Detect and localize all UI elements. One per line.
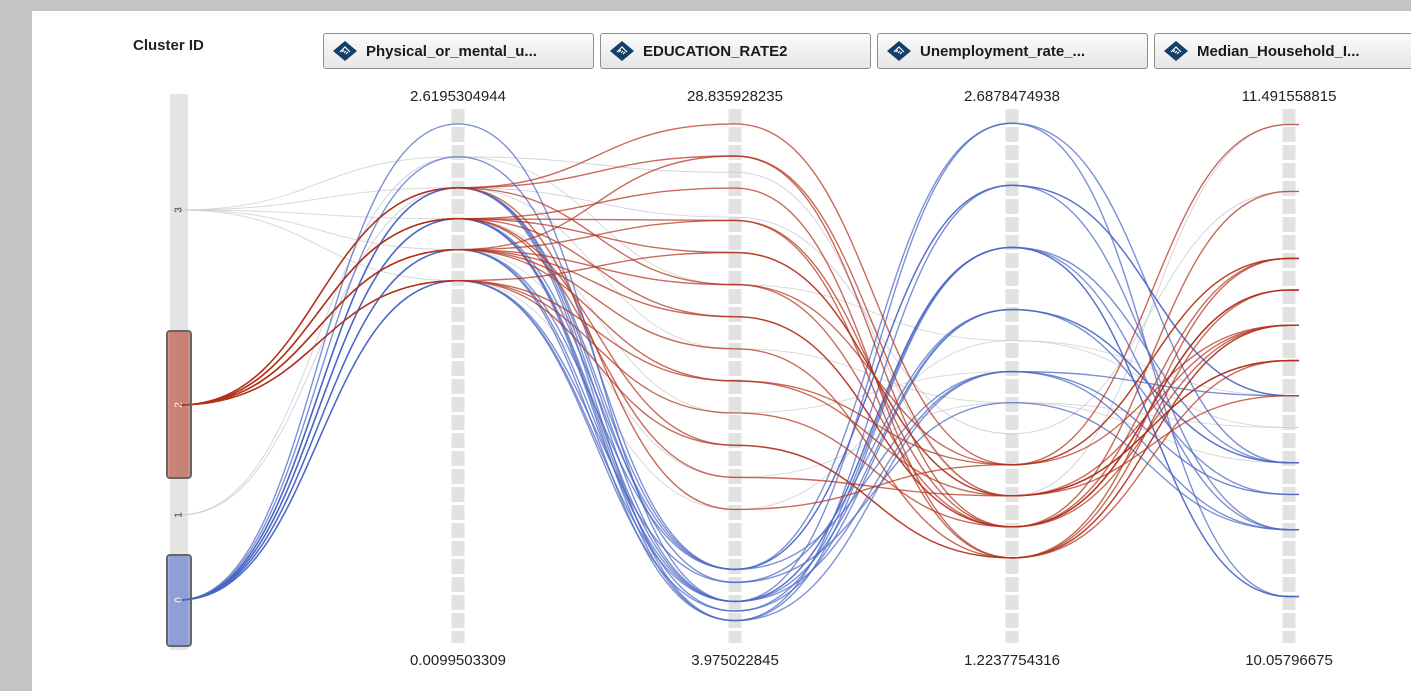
measure-icon (887, 41, 911, 61)
cluster-axis-title: Cluster ID (133, 37, 204, 54)
cluster-selection-2[interactable] (166, 330, 192, 479)
axis-button-education[interactable]: EDUCATION_RATE2 (600, 33, 871, 69)
axis-button-label: Median_Household_I... (1197, 42, 1360, 60)
series-line-2 (178, 155, 1299, 497)
axis-min-label: 10.05796675 (1245, 652, 1333, 669)
series-line-2 (178, 218, 1299, 559)
axis-button-unemployment[interactable]: Unemployment_rate_... (877, 33, 1148, 69)
parallel-coordinates-plot: 3 2 1 0 (166, 94, 1299, 650)
axis-max-label: 11.491558815 (1241, 88, 1337, 105)
chart-panel: Cluster ID Physical_or_mental_u... EDUCA… (32, 11, 1411, 691)
axis-button-physical[interactable]: Physical_or_mental_u... (323, 33, 594, 69)
axis-button-label: Physical_or_mental_u... (366, 42, 537, 60)
series-line-2 (178, 187, 1299, 528)
axis-min-label: 3.975022845 (691, 652, 779, 669)
axis-button-median-income[interactable]: Median_Household_I... (1154, 33, 1411, 69)
cluster-tick-label: 2 (174, 402, 185, 408)
axis-min-label: 1.2237754316 (964, 652, 1060, 669)
axis-max-label: 2.6195304944 (410, 88, 506, 105)
series-line-1 (178, 124, 1299, 516)
axis-max-label: 2.6878474938 (964, 88, 1060, 105)
axis-min-label: 0.0099503309 (410, 652, 506, 669)
cluster-tick-label: 1 (174, 512, 185, 518)
cluster-tick-label: 3 (174, 207, 185, 213)
cluster-tick-label: 0 (174, 597, 185, 603)
series-line-0 (178, 246, 1299, 612)
measure-icon (333, 41, 357, 61)
axis-max-label: 28.835928235 (687, 88, 783, 105)
axis-button-label: EDUCATION_RATE2 (643, 42, 788, 60)
series-line-0 (178, 187, 1299, 601)
measure-icon (1164, 41, 1188, 61)
measure-icon (610, 41, 634, 61)
axis-button-label: Unemployment_rate_... (920, 42, 1086, 60)
cluster-selection-0[interactable] (166, 554, 192, 647)
series-2 (178, 123, 1299, 559)
series-0 (178, 122, 1299, 622)
